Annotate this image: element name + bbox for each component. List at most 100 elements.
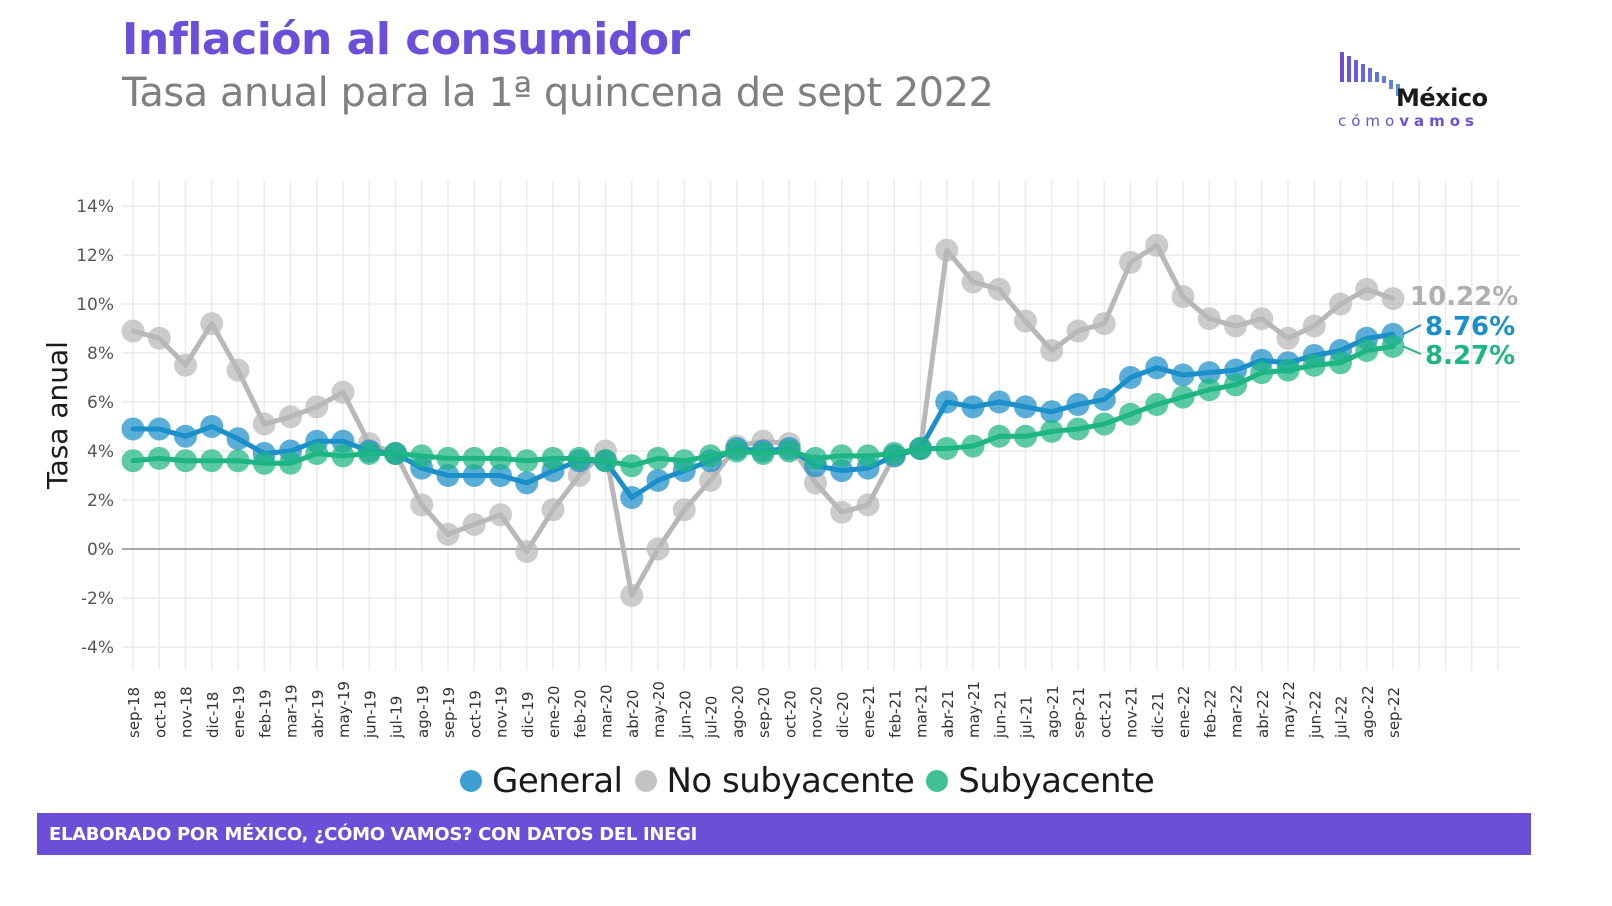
data-point[interactable] <box>436 464 460 487</box>
data-point[interactable] <box>200 312 224 336</box>
data-point[interactable] <box>961 434 985 458</box>
data-point[interactable] <box>1119 402 1142 426</box>
data-point[interactable] <box>279 405 302 429</box>
data-point[interactable] <box>804 446 827 470</box>
data-point[interactable] <box>226 358 250 382</box>
data-point[interactable] <box>541 498 565 522</box>
data-point[interactable] <box>1381 287 1405 311</box>
data-point[interactable] <box>725 439 749 463</box>
data-point[interactable] <box>1197 361 1221 385</box>
data-point[interactable] <box>305 395 329 419</box>
data-point[interactable] <box>174 424 197 448</box>
data-point[interactable] <box>252 451 276 475</box>
data-point[interactable] <box>699 468 722 492</box>
data-point[interactable] <box>1302 353 1326 377</box>
data-point[interactable] <box>620 454 644 478</box>
data-point[interactable] <box>1276 358 1300 382</box>
data-point[interactable] <box>436 522 460 546</box>
data-point[interactable] <box>961 395 985 419</box>
data-point[interactable] <box>462 464 486 487</box>
data-point[interactable] <box>699 444 722 468</box>
data-point[interactable] <box>1355 277 1379 301</box>
data-point[interactable] <box>620 486 644 510</box>
data-point[interactable] <box>1197 307 1221 331</box>
data-point[interactable] <box>489 446 512 470</box>
data-point[interactable] <box>935 390 959 414</box>
data-point[interactable] <box>1224 373 1247 397</box>
data-point[interactable] <box>672 498 696 522</box>
data-point[interactable] <box>751 441 775 465</box>
data-point[interactable] <box>1014 395 1037 419</box>
data-point[interactable] <box>1145 356 1169 380</box>
data-point[interactable] <box>1092 412 1116 436</box>
data-point[interactable] <box>121 417 145 441</box>
data-point[interactable] <box>1302 314 1326 338</box>
data-point[interactable] <box>672 449 696 473</box>
data-point[interactable] <box>410 444 434 468</box>
data-point[interactable] <box>909 437 932 461</box>
data-point[interactable] <box>226 427 250 451</box>
data-point[interactable] <box>1040 419 1064 443</box>
data-point[interactable] <box>856 493 880 517</box>
data-point[interactable] <box>882 441 906 465</box>
data-point[interactable] <box>1066 319 1090 343</box>
data-point[interactable] <box>121 449 145 473</box>
data-point[interactable] <box>620 584 644 608</box>
data-point[interactable] <box>987 277 1011 301</box>
data-point[interactable] <box>1250 307 1274 331</box>
data-point[interactable] <box>1329 351 1352 375</box>
data-point[interactable] <box>594 449 617 473</box>
data-point[interactable] <box>489 464 512 487</box>
data-point[interactable] <box>1355 339 1379 363</box>
data-point[interactable] <box>515 449 539 473</box>
data-point[interactable] <box>646 537 670 561</box>
data-point[interactable] <box>1092 312 1116 336</box>
data-point[interactable] <box>1040 400 1064 424</box>
data-point[interactable] <box>541 446 565 470</box>
data-point[interactable] <box>462 513 486 536</box>
data-point[interactable] <box>436 446 460 470</box>
data-point[interactable] <box>121 319 145 343</box>
data-point[interactable] <box>515 471 539 495</box>
data-point[interactable] <box>1381 334 1405 358</box>
data-point[interactable] <box>1066 392 1090 416</box>
data-point[interactable] <box>830 500 854 524</box>
data-point[interactable] <box>305 441 329 465</box>
data-point[interactable] <box>1119 366 1142 389</box>
data-point[interactable] <box>357 441 381 465</box>
data-point[interactable] <box>987 390 1011 414</box>
data-point[interactable] <box>1092 388 1116 412</box>
data-point[interactable] <box>200 415 224 438</box>
data-point[interactable] <box>200 449 224 473</box>
legend-item-no-subyacente[interactable]: No subyacente <box>634 761 915 801</box>
legend-item-general[interactable]: General <box>460 761 623 801</box>
data-point[interactable] <box>515 539 539 563</box>
data-point[interactable] <box>1197 378 1221 402</box>
data-point[interactable] <box>987 424 1011 448</box>
data-point[interactable] <box>1171 285 1195 309</box>
data-point[interactable] <box>646 446 670 470</box>
data-point[interactable] <box>331 444 355 468</box>
data-point[interactable] <box>961 270 985 294</box>
data-point[interactable] <box>462 446 486 470</box>
data-point[interactable] <box>1171 385 1195 409</box>
data-point[interactable] <box>1171 363 1195 387</box>
data-point[interactable] <box>777 439 801 463</box>
data-point[interactable] <box>252 412 276 436</box>
data-point[interactable] <box>174 353 197 377</box>
data-point[interactable] <box>646 468 670 492</box>
data-point[interactable] <box>935 238 959 262</box>
data-point[interactable] <box>174 449 197 473</box>
legend-item-subyacente[interactable]: Subyacente <box>926 761 1155 801</box>
data-point[interactable] <box>1224 314 1247 338</box>
data-point[interactable] <box>804 471 827 495</box>
data-point[interactable] <box>1040 339 1064 363</box>
data-point[interactable] <box>1145 392 1169 416</box>
data-point[interactable] <box>1014 309 1037 333</box>
data-point[interactable] <box>1329 292 1352 316</box>
data-point[interactable] <box>489 503 512 527</box>
data-point[interactable] <box>279 451 302 475</box>
data-point[interactable] <box>1250 361 1274 385</box>
data-point[interactable] <box>567 446 591 470</box>
data-point[interactable] <box>935 437 959 461</box>
